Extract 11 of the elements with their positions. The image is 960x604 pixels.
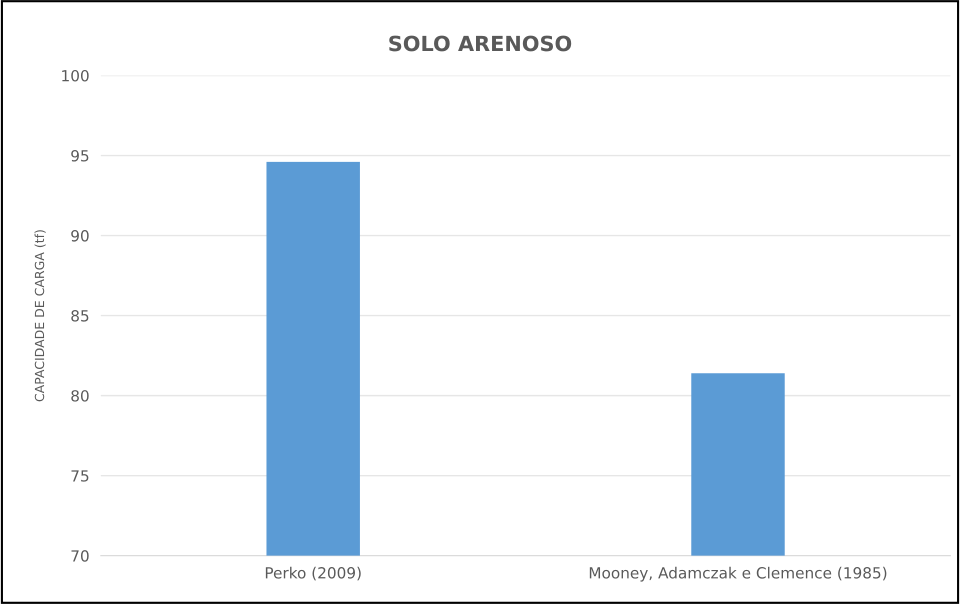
y-tick-label: 90 — [71, 230, 89, 242]
y-tick-label: 95 — [71, 150, 88, 162]
y-tick-label: 75 — [72, 470, 88, 482]
y-axis-title: CAPACIDADE DE CARGA (tf) — [34, 230, 46, 402]
chart-title: SOLO ARENOSO — [389, 36, 572, 52]
y-tick-label: 80 — [71, 390, 89, 402]
y-tick-label: 100 — [62, 70, 89, 82]
x-tick-label: Perko (2009) — [266, 566, 361, 580]
x-tick-label: Mooney, Adamczak e Clemence (1985) — [590, 566, 886, 582]
y-tick-label: 85 — [71, 310, 88, 322]
y-tick-label: 70 — [72, 550, 89, 562]
